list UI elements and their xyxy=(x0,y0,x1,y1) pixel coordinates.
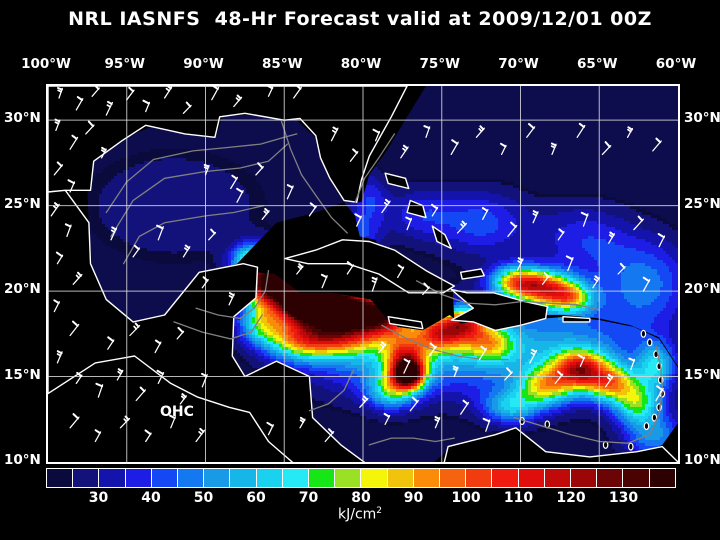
map-plot-area[interactable]: OHC xyxy=(46,84,680,464)
colorbar-swatch xyxy=(544,469,572,487)
ohc-field-layer xyxy=(48,86,678,462)
lat-tick-label: 30°N xyxy=(4,110,41,127)
lat-tick-label: 10°N xyxy=(4,452,41,468)
colorbar-swatch xyxy=(649,469,675,487)
figure-title: NRL IASNFS 48-Hr Forecast valid at 2009/… xyxy=(68,8,652,30)
colorbar-swatch xyxy=(387,469,414,487)
lon-tick-label: 100°W xyxy=(21,56,71,72)
lat-tick-label: 20°N xyxy=(4,281,41,298)
colorbar-swatch xyxy=(309,469,336,487)
colorbar-swatch xyxy=(597,469,624,487)
colorbar-tick-label: 80 xyxy=(351,490,371,506)
colorbar-tick-label: 120 xyxy=(556,490,586,506)
colorbar-tick-label: 110 xyxy=(503,490,534,506)
colorbar-unit-label: kJ/cm2 xyxy=(337,506,383,523)
lon-tick-label: 70°W xyxy=(498,56,539,72)
colorbar-swatch xyxy=(466,469,493,487)
lon-tick-label: 80°W xyxy=(340,56,382,72)
colorbar-swatch xyxy=(361,469,388,487)
colorbar-swatch xyxy=(335,469,362,487)
colorbar-tick-label: 70 xyxy=(298,490,319,506)
colorbar-swatch xyxy=(256,469,283,487)
colorbar-tick-label: 40 xyxy=(141,490,161,506)
lon-tick-label: 75°W xyxy=(419,56,460,72)
colorbar-swatch xyxy=(571,469,598,487)
colorbar-swatch xyxy=(99,469,126,487)
lon-tick-label: 65°W xyxy=(577,56,618,72)
field-label: OHC xyxy=(160,404,194,420)
colorbar-swatch xyxy=(440,469,467,487)
lon-tick-label: 95°W xyxy=(104,56,145,72)
lat-tick-label: 25°N xyxy=(4,195,41,212)
colorbar-tick-label: 60 xyxy=(246,490,266,506)
colorbar-tick-label: 90 xyxy=(403,490,424,506)
colorbar-swatch xyxy=(73,469,100,487)
lat-tick-label: 15°N xyxy=(4,366,41,383)
lon-tick-label: 85°W xyxy=(262,56,303,72)
lat-tick-label: 25°N xyxy=(684,195,720,212)
map-canvas xyxy=(48,86,678,462)
colorbar-tick-label: 130 xyxy=(608,490,639,506)
lon-tick-label: 90°W xyxy=(183,56,224,72)
lon-tick-label: 60°W xyxy=(655,56,697,72)
colorbar[interactable] xyxy=(46,468,676,488)
lat-tick-label: 20°N xyxy=(684,281,720,298)
colorbar-swatch xyxy=(178,469,205,487)
colorbar-swatch xyxy=(282,469,310,487)
colorbar-swatch xyxy=(413,469,441,487)
colorbar-tick-label: 100 xyxy=(451,490,481,506)
colorbar-swatch xyxy=(518,469,545,487)
colorbar-swatch xyxy=(47,469,74,487)
colorbar-swatch xyxy=(492,469,519,487)
lat-tick-label: 30°N xyxy=(684,110,720,127)
lat-tick-label: 15°N xyxy=(684,366,720,383)
colorbar-swatch xyxy=(623,469,650,487)
colorbar-swatch xyxy=(125,469,152,487)
colorbar-tick-label: 30 xyxy=(88,490,109,506)
lat-tick-label: 10°N xyxy=(684,452,720,468)
colorbar-swatch xyxy=(204,469,231,487)
colorbar-swatch xyxy=(151,469,179,487)
colorbar-swatch xyxy=(230,469,257,487)
colorbar-tick-label: 50 xyxy=(193,490,214,506)
